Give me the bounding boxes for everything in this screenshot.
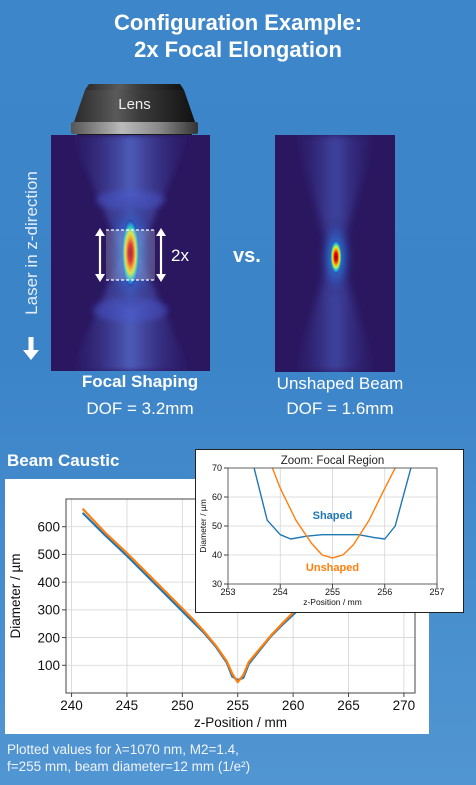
x-tick-label: 250	[171, 698, 194, 713]
x-tick-label: 270	[393, 698, 416, 713]
x-tick-label: 256	[377, 587, 392, 597]
y-tick-label: 200	[37, 630, 60, 645]
title-line-1: Configuration Example:	[113, 10, 363, 35]
y-tick-label: 60	[212, 492, 222, 502]
z-direction-label: Laser in z-direction	[18, 148, 46, 338]
y-tick-label: 400	[37, 575, 60, 590]
series-line-1	[253, 468, 412, 540]
focal-shaping-label: Focal Shaping	[81, 372, 199, 391]
lens-label: Lens	[118, 96, 151, 113]
beam-caustic-title: Beam Caustic	[7, 451, 120, 470]
zoom-chart-title: Zoom: Focal Region	[281, 455, 385, 467]
zoom-y-axis-label: Diameter / µm	[198, 499, 208, 553]
y-tick-label: 300	[37, 603, 60, 618]
x-tick-label: 257	[429, 587, 444, 597]
y-tick-label: 70	[212, 463, 222, 473]
zoom-x-axis-label: z-Position / mm	[303, 597, 362, 607]
vs-label: vs.	[233, 245, 261, 267]
y-tick-label: 600	[37, 519, 60, 534]
main-y-axis-label: Diameter / µm	[8, 553, 23, 638]
y-tick-label: 100	[37, 658, 60, 673]
z-direction-text: Laser in z-direction	[22, 171, 41, 315]
x-tick-label: 265	[337, 698, 360, 713]
footer-line-1: Plotted values for λ=1070 nm, M2=1.4,	[7, 742, 239, 757]
shaped-dof-label: DOF = 3.2mm	[86, 399, 194, 418]
series-line-2	[271, 468, 396, 559]
x-tick-label: 260	[282, 698, 305, 713]
lens-icon	[71, 84, 198, 140]
x-tick-label: 253	[220, 587, 235, 597]
y-tick-label: 50	[212, 521, 222, 531]
unshaped-series-label: Unshaped	[306, 562, 359, 574]
footer-line-2: f=255 mm, beam diameter=12 mm (1/e²)	[7, 759, 251, 774]
unshaped-beam-label: Unshaped Beam	[276, 374, 404, 393]
series-line-2	[81, 507, 305, 684]
arrow-down-icon	[23, 337, 39, 360]
main-x-axis-label: z-Position / mm	[194, 715, 287, 730]
plot-parameters-note: Plotted values for λ=1070 nm, M2=1.4, f=…	[7, 741, 250, 775]
title-line-2: 2x Focal Elongation	[134, 37, 342, 62]
x-tick-label: 240	[60, 698, 83, 713]
y-tick-label: 40	[212, 550, 222, 560]
x-tick-label: 254	[273, 587, 288, 597]
shaped-beam-image	[51, 135, 210, 371]
zoom-focal-region-chart: Zoom: Focal Region 253 254 255 256 257 30 40 5…	[195, 449, 464, 613]
x-tick-label: 255	[226, 698, 249, 713]
unshaped-beam-image	[275, 135, 395, 372]
elongation-factor-label: 2x	[171, 246, 189, 265]
shaped-series-label: Shaped	[313, 510, 353, 522]
x-tick-label: 245	[116, 698, 139, 713]
unshaped-dof-label: DOF = 1.6mm	[286, 399, 394, 418]
y-tick-label: 500	[37, 547, 60, 562]
y-tick-label: 30	[212, 579, 222, 589]
x-tick-label: 255	[325, 587, 340, 597]
